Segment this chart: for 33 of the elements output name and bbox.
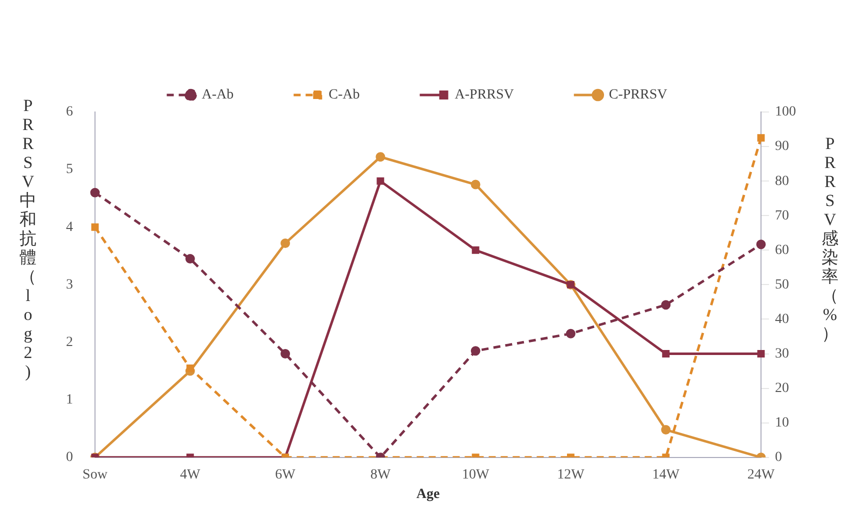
x-tick-label: 4W bbox=[180, 467, 202, 482]
y2-tick-label: 30 bbox=[775, 346, 789, 362]
legend-label: A-PRRSV bbox=[454, 88, 514, 103]
x-tick-label: 8W bbox=[370, 467, 392, 482]
x-tick-label: 24W bbox=[747, 467, 776, 482]
y2-tick-label: 80 bbox=[775, 174, 789, 189]
y2-tick-label: 60 bbox=[775, 242, 789, 258]
y2-tick-label: 10 bbox=[775, 416, 789, 431]
legend-label: C-PRRSV bbox=[608, 88, 668, 103]
y-tick-label: 6 bbox=[66, 104, 73, 120]
text: PRRSV中和抗體（log2) bbox=[20, 96, 36, 380]
y2-tick-label: 50 bbox=[775, 277, 789, 292]
legend-label: A-Ab bbox=[202, 88, 234, 103]
y2-tick-label: 20 bbox=[775, 380, 789, 396]
y-tick-label: 2 bbox=[66, 334, 73, 350]
y2-tick-label: 40 bbox=[775, 312, 789, 327]
text: PRRSV感染率（%） bbox=[822, 134, 838, 342]
x-tick-label: 10W bbox=[462, 467, 490, 482]
y-tick-label: 0 bbox=[66, 450, 73, 466]
x-tick-label: 12W bbox=[557, 467, 586, 482]
x-tick-label: Sow bbox=[82, 467, 108, 482]
y-tick-label: 1 bbox=[66, 392, 73, 408]
x-axis-title: Age bbox=[416, 487, 440, 502]
y2-tick-label: 0 bbox=[775, 450, 782, 466]
y-tick-label: 4 bbox=[66, 220, 73, 235]
y-tick-label: 5 bbox=[66, 162, 73, 178]
y2-tick-label: 90 bbox=[775, 139, 789, 154]
x-tick-label: 14W bbox=[652, 467, 680, 482]
y-tick-label: 3 bbox=[66, 277, 73, 292]
x-tick-label: 6W bbox=[275, 467, 296, 482]
y2-tick-label: 100 bbox=[775, 104, 796, 120]
y2-tick-label: 70 bbox=[775, 208, 789, 224]
legend-label: C-Ab bbox=[328, 88, 360, 103]
